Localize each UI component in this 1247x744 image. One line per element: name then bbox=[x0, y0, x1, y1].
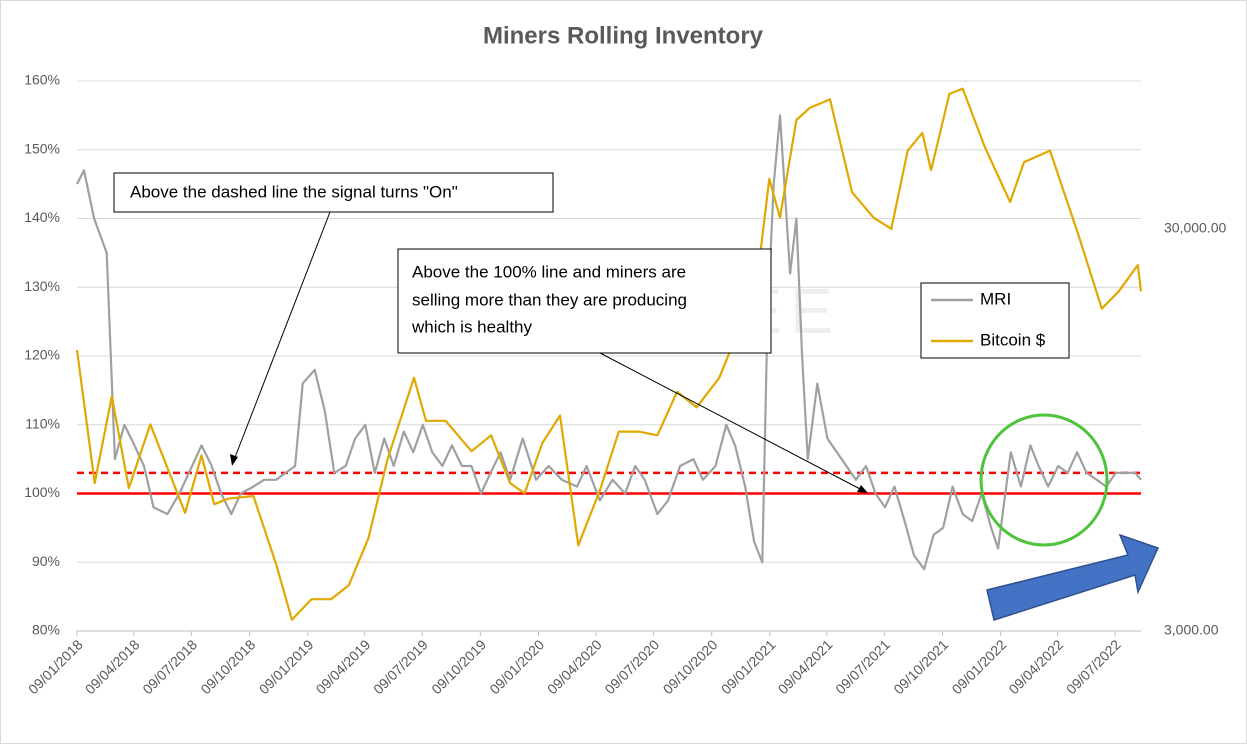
legend: MRI Bitcoin $ bbox=[920, 282, 1070, 359]
annotation-arrow bbox=[599, 352, 863, 491]
y-tick-label: 140% bbox=[24, 209, 60, 225]
y-tick-label: 150% bbox=[24, 140, 60, 156]
annotation-text: selling more than they are producing bbox=[412, 290, 687, 309]
y2-tick-label: 3,000.00 bbox=[1164, 622, 1219, 638]
annotation-2: Above the 100% line and miners are selli… bbox=[397, 248, 868, 493]
arrow-head bbox=[857, 485, 868, 493]
y-tick-label: 110% bbox=[25, 415, 60, 431]
legend-label: Bitcoin $ bbox=[980, 330, 1046, 349]
y-tick-label: 130% bbox=[24, 278, 60, 294]
legend-label: MRI bbox=[980, 289, 1011, 308]
highlight-circle bbox=[979, 413, 1109, 547]
series-line bbox=[75, 87, 1143, 621]
arrow-head bbox=[230, 454, 238, 466]
annotation-text: Above the 100% line and miners are bbox=[412, 262, 686, 281]
annotation-text: Above the dashed line the signal turns "… bbox=[130, 182, 458, 201]
annotation-arrow bbox=[233, 211, 331, 461]
annotation-box bbox=[397, 248, 772, 354]
chart-title: Miners Rolling Inventory bbox=[483, 22, 764, 49]
y-tick-label: 100% bbox=[24, 484, 60, 500]
y-tick-label: 80% bbox=[32, 622, 60, 638]
legend-box bbox=[920, 282, 1070, 359]
y-tick-label: 120% bbox=[24, 347, 60, 363]
annotation-text: which is healthy bbox=[411, 317, 533, 336]
annotation-1: Above the dashed line the signal turns "… bbox=[113, 172, 554, 466]
y-tick-label: 160% bbox=[24, 72, 60, 88]
trend-arrow bbox=[986, 533, 1160, 621]
y2-tick-label: 30,000.00 bbox=[1164, 220, 1226, 236]
y-tick-label: 90% bbox=[32, 553, 60, 569]
annotation-box bbox=[113, 172, 554, 213]
